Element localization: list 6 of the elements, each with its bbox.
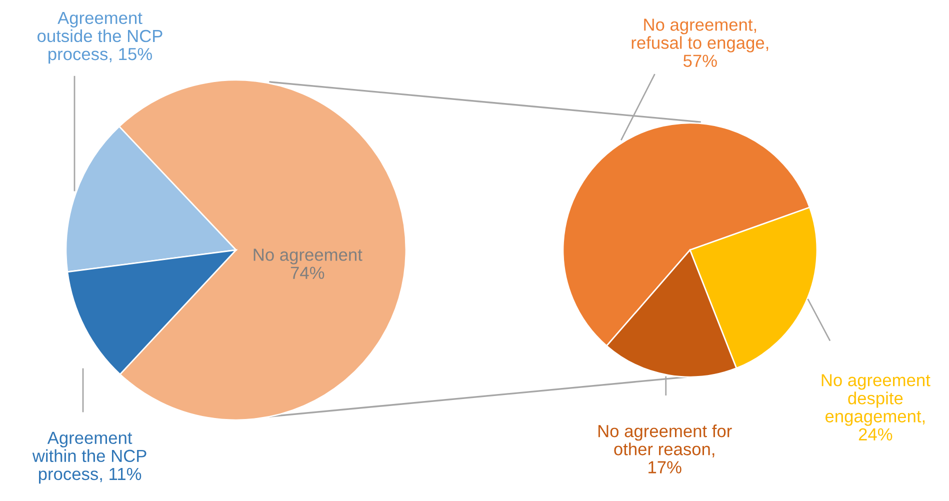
slice-label: No agreement for other reason, 17%	[598, 424, 732, 474]
slice-label: Agreement outside the NCP process, 15%	[38, 12, 162, 64]
slice-label: No agreement despite engagement, 24%	[822, 374, 930, 440]
slice-label: No agreement 74%	[254, 248, 362, 279]
slice-label: No agreement, refusal to engage, 57%	[632, 18, 768, 67]
slice-label: Agreement within the NCP process, 11%	[32, 432, 146, 484]
